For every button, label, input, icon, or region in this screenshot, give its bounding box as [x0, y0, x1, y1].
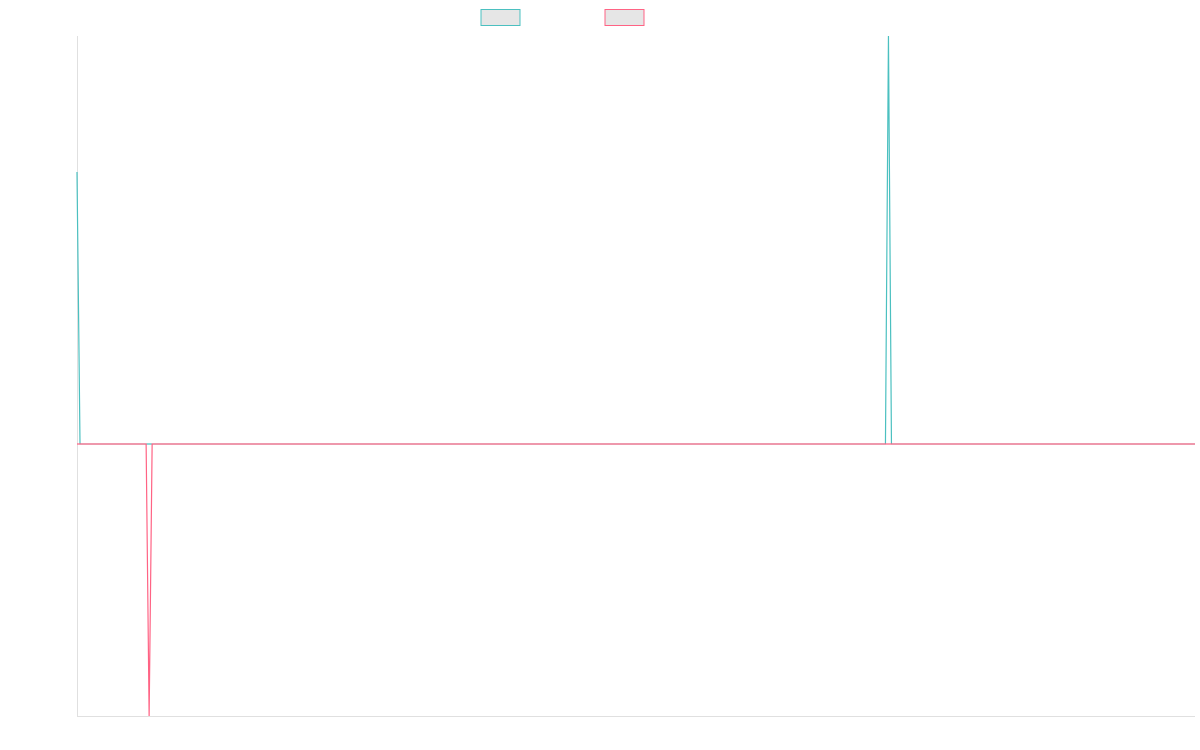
line-series	[77, 443, 1195, 717]
legend-swatch	[604, 9, 645, 26]
line-series	[76, 35, 1195, 445]
legend-swatch	[480, 9, 521, 26]
